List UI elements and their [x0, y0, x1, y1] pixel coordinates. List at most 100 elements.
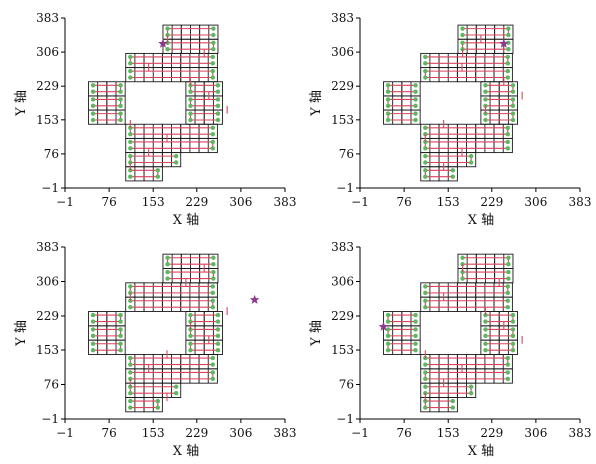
waypoint: [188, 341, 193, 346]
waypoint: [505, 54, 511, 60]
waypoint: [215, 312, 221, 318]
waypoint: [423, 298, 428, 303]
waypoint: [385, 341, 391, 346]
waypoint: [483, 319, 488, 324]
waypoint: [385, 111, 391, 116]
y-tick-label: 383: [36, 240, 59, 254]
waypoint: [505, 290, 511, 296]
waypoint: [188, 348, 193, 353]
x-tick-label: 383: [569, 426, 592, 440]
waypoint: [128, 54, 133, 60]
waypoint: [210, 125, 216, 130]
x-tick-label: 76: [396, 195, 411, 209]
waypoint: [118, 103, 123, 109]
waypoint: [510, 97, 516, 102]
waypoint: [210, 68, 216, 74]
waypoint: [118, 111, 123, 116]
y-tick-label: 229: [36, 79, 59, 93]
waypoint: [210, 362, 216, 367]
y-axis-label: Y 轴: [14, 90, 29, 117]
waypoint: [505, 61, 511, 66]
waypoint: [210, 146, 216, 151]
waypoint: [188, 97, 193, 102]
y-tick-label: −1: [336, 412, 354, 426]
waypoint: [505, 131, 511, 137]
waypoint: [423, 75, 428, 80]
waypoint: [165, 46, 170, 52]
waypoint: [215, 327, 221, 332]
waypoint: [215, 333, 221, 339]
x-tick-label: 229: [480, 195, 503, 209]
waypoint: [385, 89, 391, 94]
waypoint: [118, 333, 123, 339]
waypoint: [505, 125, 511, 130]
waypoint: [210, 355, 216, 361]
waypoint: [90, 341, 96, 346]
waypoint: [128, 125, 133, 130]
waypoint: [413, 111, 418, 116]
waypoint: [460, 26, 465, 31]
y-tick-label: 229: [36, 309, 59, 323]
x-tick-label: 229: [480, 426, 503, 440]
waypoint: [505, 68, 511, 74]
waypoint: [506, 255, 511, 260]
waypoint: [210, 305, 216, 310]
waypoint: [128, 61, 133, 66]
waypoint: [90, 83, 96, 88]
waypoint: [210, 131, 216, 137]
waypoint: [188, 103, 193, 109]
waypoint: [173, 391, 179, 396]
y-tick-label: 153: [36, 343, 59, 357]
x-tick-label: −1: [351, 195, 369, 209]
y-tick-label: 229: [331, 309, 354, 323]
waypoint: [155, 398, 161, 404]
waypoint: [128, 370, 133, 375]
x-tick-label: 383: [569, 195, 592, 209]
waypoint: [128, 139, 133, 145]
waypoint: [510, 117, 516, 123]
x-axis-label: X 轴: [468, 213, 494, 228]
waypoint: [128, 153, 133, 159]
waypoint: [450, 174, 456, 179]
waypoint: [423, 370, 428, 375]
waypoint: [413, 117, 418, 123]
waypoint: [118, 83, 123, 88]
waypoint: [385, 312, 391, 318]
y-tick-label: 76: [44, 378, 59, 392]
waypoint: [128, 75, 133, 80]
x-tick-label: 153: [142, 195, 165, 209]
waypoint: [210, 284, 216, 289]
waypoint: [215, 103, 221, 109]
waypoint: [128, 146, 133, 151]
waypoint: [210, 54, 216, 60]
waypoint: [211, 46, 216, 52]
waypoint: [215, 319, 221, 324]
y-axis-label: Y 轴: [309, 90, 324, 117]
waypoint: [510, 111, 516, 116]
y-tick-label: 383: [331, 11, 354, 25]
waypoint: [423, 362, 428, 367]
waypoint: [413, 341, 418, 346]
waypoint: [510, 333, 516, 339]
x-tick-label: 153: [142, 426, 165, 440]
chart-panel-bottom-left: −1 76 153 229 306 383 −1 76 153 229 306 383 X 轴 Y 轴: [14, 240, 296, 459]
waypoint: [510, 327, 516, 332]
x-tick-label: −1: [351, 426, 369, 440]
waypoint: [505, 362, 511, 367]
waypoint: [413, 103, 418, 109]
waypoint: [423, 168, 428, 173]
chart-panel-top-right: −1 76 153 229 306 383 −1 76 153 229 306 383 X 轴 Y 轴: [309, 11, 591, 228]
x-tick-label: 306: [229, 195, 252, 209]
y-tick-label: 383: [36, 11, 59, 25]
waypoint: [211, 26, 216, 31]
waypoint: [165, 26, 170, 31]
waypoint: [210, 61, 216, 66]
waypoint: [128, 398, 133, 404]
waypoint: [510, 103, 516, 109]
waypoint: [483, 341, 488, 346]
waypoint: [188, 89, 193, 94]
y-tick-label: −1: [41, 181, 59, 195]
y-tick-label: 153: [331, 113, 354, 127]
waypoint: [128, 174, 133, 179]
waypoint: [90, 319, 96, 324]
